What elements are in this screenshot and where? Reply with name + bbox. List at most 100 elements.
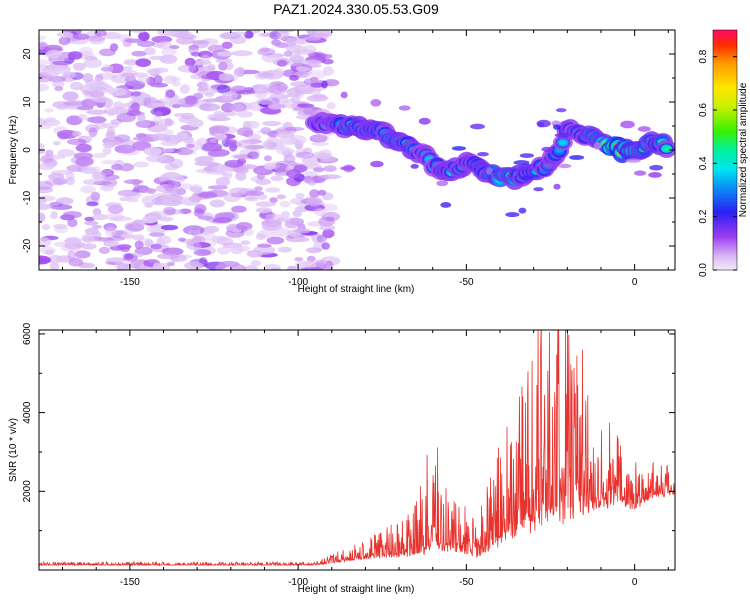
spectrogram-noise-blob (149, 133, 170, 141)
spectrogram-noise-blob (284, 126, 305, 132)
spectrogram-noise-blob (106, 126, 115, 137)
spectrogram-noise-blob (161, 47, 177, 57)
spectrogram-noise-blob (92, 96, 108, 103)
y-tick-label: 0 (22, 147, 33, 153)
spectrogram-satellite-blob (436, 180, 449, 187)
spectrogram-noise-blob (314, 208, 327, 217)
spectrogram-noise-blob (176, 132, 188, 140)
spectrogram-noise-blob (114, 144, 137, 154)
spectrogram-noise-blob (287, 39, 296, 48)
spectrogram-noise-blob (194, 204, 207, 214)
spectrogram-noise-blob (243, 265, 259, 270)
spectrogram-noise-blob (59, 54, 69, 62)
spectrogram-noise-blob (39, 35, 47, 41)
spectrogram-noise-blob (39, 203, 52, 210)
spectrogram-noise-blob (319, 174, 342, 180)
snr-panel: -150 -100 -50 0 2000 4000 6000 Height of stra… (8, 322, 676, 595)
y-tick-label: 4000 (22, 401, 33, 424)
spectrogram-noise-blob (102, 142, 116, 148)
spectrogram-noise-blob (229, 143, 238, 152)
spectrogram-noise-blob (247, 151, 260, 160)
spectrogram-noise-blob (216, 51, 234, 57)
spectrogram-noise-blob (207, 44, 225, 53)
spectrogram-noise-blob (199, 103, 221, 112)
spectrogram-noise-blob (199, 65, 216, 72)
spectrogram-noise-blob (62, 71, 76, 79)
spectrogram-noise-blob (54, 225, 69, 234)
spectrogram-noise-blob (83, 135, 93, 142)
spectrogram-noise-blob (174, 98, 186, 105)
spectrogram-noise-blob (321, 211, 341, 222)
spectrogram-noise-blob (254, 169, 267, 175)
spectrogram-noise-blob (160, 140, 179, 146)
spectrogram-noise-blob (254, 89, 268, 99)
spectrogram-noise-blob (93, 152, 107, 159)
spectrogram-noise-blob (39, 143, 45, 150)
colorbar-label: Normalized spectral amplitude (738, 82, 749, 217)
spectrogram-noise-blob (120, 246, 130, 253)
snr-y-ticks: 2000 4000 6000 (22, 322, 675, 532)
spectrogram-noise-blob (39, 162, 55, 171)
spectrogram-noise-blob (164, 117, 173, 127)
spectrogram-noise-blob (49, 262, 60, 270)
x-tick-label: -50 (459, 277, 474, 288)
spectrogram-noise-blob (67, 51, 83, 60)
spectrogram-noise-blob (275, 132, 295, 139)
spectrogram-noise-blob (89, 36, 105, 45)
spectrogram-noise-blob (295, 151, 315, 159)
spectrogram-noise-blob (64, 237, 81, 245)
spectrogram-noise-blob (88, 90, 105, 98)
spectrogram-noise-blob (315, 153, 332, 160)
spectrogram-noise-blob (235, 171, 247, 181)
spectrogram-noise-blob (243, 228, 254, 237)
spectrogram-noise-blob (257, 243, 272, 248)
spectrogram-noise-blob (230, 103, 245, 113)
spectrogram-noise-blob (101, 64, 114, 73)
spectrogram-noise-blob (211, 235, 228, 243)
spectrogram-noise-blob (276, 30, 290, 41)
spectrogram-noise-blob (53, 64, 71, 74)
spectrogram-satellite-blob (513, 160, 530, 166)
spectrogram-satellite-blob (533, 187, 544, 192)
spectrogram-noise-blob (58, 36, 71, 46)
spectrogram-noise-blob (84, 220, 99, 226)
spectrogram-noise-blob (199, 212, 214, 221)
spectrogram-noise-blob (236, 90, 256, 95)
spectrogram-noise-blob (234, 167, 249, 174)
spectrogram-noise-blob (162, 148, 175, 153)
spectrogram-noise-blob (94, 30, 107, 37)
spectrogram-noise-blob (321, 242, 330, 250)
spectrogram-satellite-blob (370, 99, 382, 107)
spectrogram-noise-blob (86, 109, 107, 115)
spectrogram-noise-blob (72, 62, 86, 71)
spectrogram-noise-blob (281, 146, 292, 157)
spectrogram-noise-blob (81, 98, 97, 108)
spectrogram-noise-blob (257, 72, 275, 78)
spectrogram-noise-blob (46, 49, 62, 59)
spectrogram-noise-blob (82, 179, 103, 185)
spectrogram-noise-blob (200, 74, 221, 80)
spectrogram-noise-blob (309, 189, 320, 199)
spectrogram-noise-blob (131, 219, 145, 229)
spectrogram-noise-blob (146, 68, 162, 75)
spectrogram-noise-blob (293, 164, 308, 173)
spectrogram-noise-blob (110, 216, 132, 222)
spectrogram-noise-blob (261, 69, 284, 80)
spectrogram-noise-blob (319, 224, 336, 231)
spectrogram-noise-blob (109, 43, 119, 52)
spectrogram-noise-blob (150, 82, 168, 88)
spectrogram-noise-blob (281, 211, 290, 219)
spectrogram-noise-blob (235, 67, 245, 76)
spectrogram-noise-blob (49, 201, 59, 210)
spectrogram-noise-blob (213, 114, 228, 121)
spectrogram-noise-blob (311, 134, 330, 141)
spectrogram-noise-blob (75, 143, 92, 153)
figure-title: PAZ1.2024.330.05.53.G09 (273, 1, 439, 17)
spectrogram-noise-blob (297, 110, 319, 116)
spectrogram-noise-blob (268, 84, 288, 95)
spectrogram-noise-blob (192, 40, 210, 45)
spectrogram-noise-blob (166, 197, 181, 204)
colorbar-ticks: 0.0 0.2 0.4 0.6 0.8 (698, 49, 737, 277)
y-tick-label: -10 (22, 190, 33, 205)
